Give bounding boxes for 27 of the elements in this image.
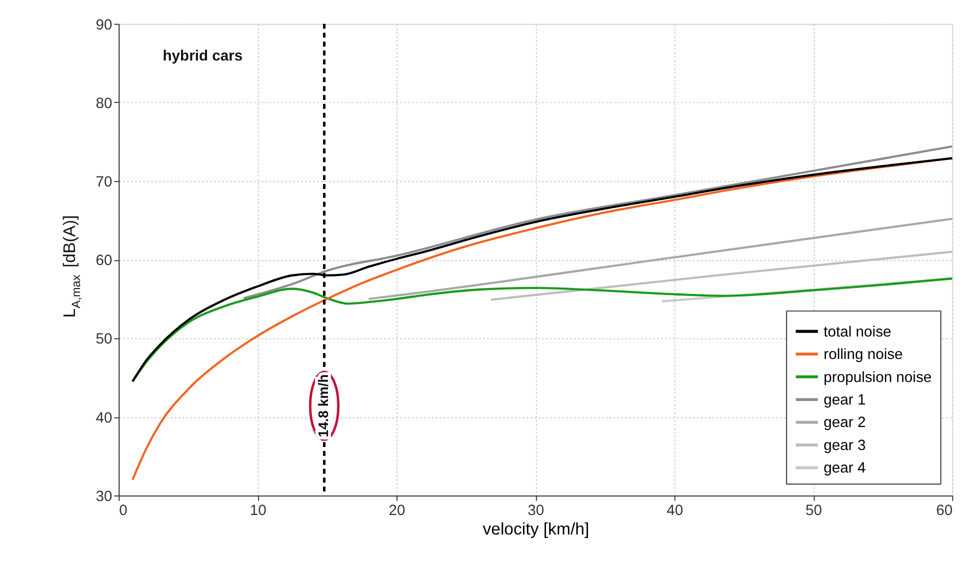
legend-label: rolling noise — [824, 347, 903, 364]
annotation: hybrid cars — [162, 48, 243, 64]
y-tick-label: 90 — [96, 17, 112, 34]
legend-label: gear 2 — [824, 415, 866, 432]
x-tick-label: 10 — [250, 502, 266, 519]
y-tick-label: 70 — [96, 174, 112, 190]
x-tick-label: 20 — [388, 502, 406, 519]
y-tick-label: 80 — [96, 96, 112, 112]
x-tick-label: 60 — [936, 502, 953, 519]
x-tick-label: 40 — [666, 502, 684, 519]
legend-label: gear 3 — [824, 438, 866, 454]
x-axis-title: velocity [km/h] — [482, 520, 590, 539]
x-tick-label: 30 — [528, 502, 544, 519]
y-tick-label: 40 — [96, 410, 112, 426]
legend-label: gear 4 — [824, 460, 866, 477]
x-tick-label: 0 — [119, 502, 128, 519]
y-tick-label: 60 — [96, 253, 112, 270]
y-tick-label: 50 — [96, 332, 112, 348]
ref-line-label: 14.8 km/h — [315, 374, 332, 438]
x-tick-label: 50 — [806, 502, 822, 519]
legend-label: total noise — [824, 324, 892, 340]
y-tick-label: 30 — [96, 488, 112, 505]
legend-label: gear 1 — [824, 392, 866, 409]
line-series — [242, 145, 954, 300]
y-axis-title: LA,max [dB(A)] — [60, 215, 84, 318]
line-series — [368, 218, 954, 300]
legend-label: propulsion noise — [824, 370, 932, 386]
